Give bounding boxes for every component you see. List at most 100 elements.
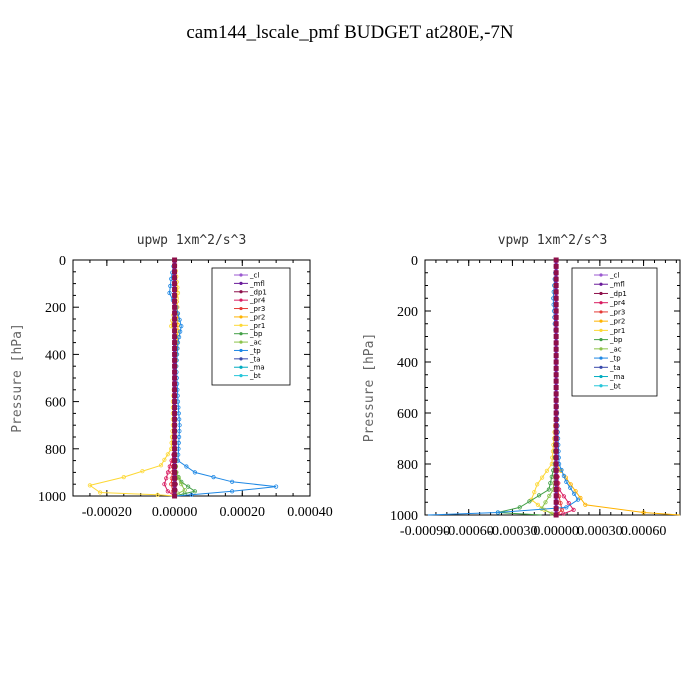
zero-profile-marker [553, 410, 559, 416]
zero-profile-marker [172, 405, 178, 410]
zero-profile-marker [553, 283, 559, 288]
legend-marker [239, 306, 243, 311]
legend-marker [599, 365, 603, 369]
legend-label: _dp1 [249, 288, 267, 296]
series-marker [165, 452, 170, 457]
legend-box [571, 267, 658, 397]
zero-profile-marker [553, 506, 559, 512]
zero-profile-marker [553, 474, 559, 480]
zero-profile-marker [553, 493, 559, 499]
legend-marker [599, 319, 603, 323]
series-marker [549, 511, 554, 516]
legend-label: _pr4 [249, 297, 266, 305]
zero-profile-marker [553, 257, 559, 263]
zero-profile-marker [172, 369, 178, 375]
series-marker [549, 461, 554, 467]
series-marker [177, 317, 182, 322]
zero-profile-marker [172, 334, 178, 340]
legend-label: _pr1 [249, 322, 265, 330]
zero-profile-marker [172, 281, 178, 287]
y-tick-label: 800 [45, 443, 66, 458]
legend-label: _pr4 [609, 299, 626, 307]
zero-profile-marker [553, 378, 559, 384]
legend-marker [239, 357, 243, 361]
zero-profile-marker [172, 428, 178, 434]
zero-profile-marker [553, 295, 559, 301]
legend-marker [599, 282, 603, 286]
legend-label: _mfl [249, 280, 265, 288]
zero-profile-marker [172, 475, 178, 481]
zero-profile-marker [172, 469, 178, 475]
series-marker [571, 507, 576, 512]
zero-profile-marker [172, 269, 178, 275]
zero-profile-marker [553, 429, 559, 435]
legend-label: _ac [609, 345, 622, 353]
zero-profile-marker [553, 365, 559, 371]
zero-profile-marker [553, 442, 559, 448]
zero-profile-marker [553, 436, 559, 441]
legend-label: _pr2 [609, 318, 625, 326]
series-marker [539, 475, 545, 480]
legend-label: _pr3 [609, 308, 625, 316]
zero-profile-marker [553, 480, 559, 486]
series-line [497, 260, 557, 516]
x-tick-label: 0.00020 [220, 505, 266, 520]
series-marker [539, 506, 544, 511]
zero-profile-marker [172, 416, 178, 422]
series-marker [549, 474, 554, 479]
legend-label: _ta [249, 355, 261, 363]
series-marker [162, 457, 167, 462]
series-marker [186, 484, 191, 489]
series-marker [178, 329, 183, 334]
zero-profile-marker [172, 257, 178, 263]
x-tick-label: -0.00060 [444, 524, 494, 539]
zero-profile-marker [553, 314, 559, 320]
zero-profile-marker [553, 276, 559, 282]
series-marker [189, 492, 194, 497]
series-marker [536, 493, 542, 498]
zero-profile-marker [553, 308, 559, 314]
series-marker [546, 487, 552, 492]
series-marker [176, 440, 181, 445]
x-tick-label: -0.00030 [487, 524, 537, 539]
x-tick-label: 0.00030 [577, 524, 623, 539]
legend-marker [599, 291, 603, 296]
y-tick-label: 600 [45, 396, 66, 411]
zero-profile-marker [172, 357, 178, 363]
y-tick-label: 1000 [38, 490, 66, 505]
y-tick-label: 600 [397, 407, 418, 422]
series-marker [564, 479, 569, 484]
y-tick-label: 400 [397, 356, 418, 371]
series-marker [192, 489, 197, 494]
legend-marker [239, 281, 243, 285]
zero-profile-marker [553, 512, 559, 518]
zero-profile-marker [172, 493, 178, 499]
series-marker [176, 411, 181, 416]
zero-profile-marker [553, 372, 559, 378]
zero-profile-marker [172, 434, 178, 440]
zero-profile-marker [553, 321, 559, 327]
legend-marker [599, 356, 603, 360]
legend-label: _dp1 [609, 290, 627, 298]
zero-profile-marker [553, 289, 559, 295]
figure-title: cam144_lscale_pmf BUDGET at280E,-7N [186, 22, 514, 43]
legend-marker [239, 290, 243, 294]
legend-label: _tp [249, 347, 261, 355]
legend-marker [239, 348, 243, 353]
zero-profile-marker [172, 346, 178, 351]
zero-profile-marker [172, 351, 178, 357]
zero-profile-marker [172, 446, 178, 452]
series-marker [230, 489, 235, 494]
zero-profile-marker [553, 448, 559, 454]
zero-profile-marker [553, 385, 559, 390]
series-marker [564, 505, 569, 510]
legend-marker [239, 323, 243, 327]
zero-profile-marker [553, 397, 559, 403]
legend-label: _pr3 [249, 305, 265, 313]
series-marker [167, 290, 172, 296]
series-marker [571, 491, 577, 496]
zero-profile-marker [172, 399, 178, 405]
legend-marker [599, 347, 603, 351]
legend-marker [599, 328, 603, 332]
zero-profile-marker [172, 292, 178, 298]
